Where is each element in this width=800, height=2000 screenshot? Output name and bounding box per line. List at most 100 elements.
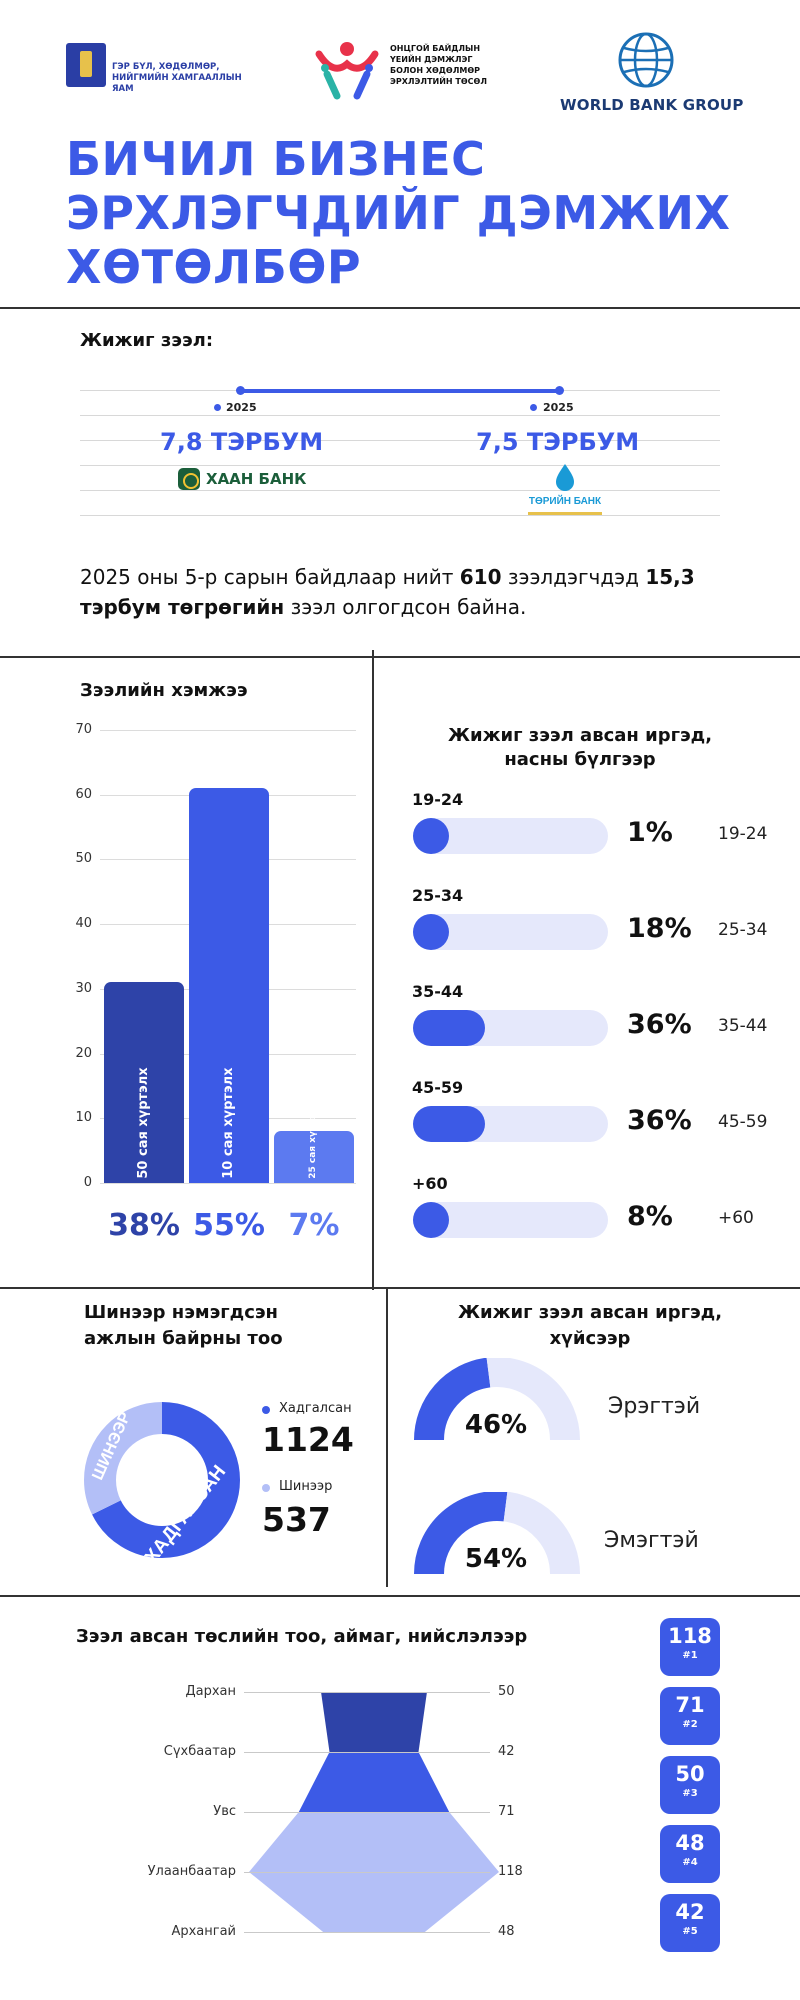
age-group-tag: +60	[412, 1174, 448, 1193]
year-label: 2025	[226, 401, 257, 414]
funnel-value-label: 42	[498, 1744, 515, 1759]
funnel-segment	[298, 1752, 450, 1812]
funnel-tick	[244, 1932, 490, 1933]
age-progress-track	[413, 1010, 608, 1046]
world-bank-name: WORLD BANK GROUP	[560, 96, 744, 114]
rank-position: #4	[682, 1857, 698, 1868]
y-tick-label: 40	[75, 916, 92, 932]
bar-percent-label: 55%	[193, 1208, 265, 1243]
fund-name: ОНЦГОЙ БАЙДЛЫН ҮЕИЙН ДЭМЖЛЭГ БОЛОН ХӨДӨЛ…	[390, 44, 487, 86]
ministry-name: ГЭР БҮЛ, ХӨДӨЛМӨР, НИЙГМИЙН ХАМГААЛЛЫН Я…	[112, 62, 242, 94]
age-progress-fill	[413, 1106, 485, 1142]
gender-gauge	[414, 1492, 580, 1575]
gauge-fill	[414, 1358, 491, 1441]
age-progress-track	[413, 1202, 608, 1238]
divider	[0, 307, 800, 309]
gender-percent: 46%	[464, 1410, 528, 1440]
gridline	[80, 440, 720, 441]
y-gridline	[100, 730, 356, 731]
new-jobs-count: 537	[262, 1500, 331, 1539]
timeline-node	[236, 386, 245, 395]
gender-percent: 54%	[464, 1544, 528, 1574]
bar	[104, 982, 184, 1183]
funnel-value-label: 71	[498, 1804, 515, 1819]
age-percent: 36%	[627, 1009, 692, 1040]
age-group-tag: 35-44	[412, 982, 464, 1001]
gridline	[80, 515, 720, 516]
mongolia-emblem-logo	[66, 43, 106, 87]
gauge-track	[486, 1358, 580, 1441]
khan-bank-name: ХААН БАНК	[206, 470, 307, 488]
rank-position: #1	[682, 1650, 698, 1661]
age-group-tag: 19-24	[412, 790, 464, 809]
timeline-line	[240, 389, 560, 393]
age-progress-fill	[413, 1202, 449, 1238]
rank-value: 42	[675, 1900, 705, 1924]
age-title: Жижиг зээл авсан иргэд, насны бүлгээр	[447, 725, 713, 770]
gridline	[80, 490, 720, 491]
page-title: БИЧИЛ БИЗНЕС ЭРХЛЭГЧДИЙГ ДЭМЖИХ ХӨТӨЛБӨР	[66, 132, 766, 294]
rank-badge: 42 #5	[660, 1894, 720, 1952]
rank-value: 50	[675, 1762, 705, 1786]
legend-kept-label: Хадгалсан	[279, 1401, 352, 1416]
timeline-node	[555, 386, 564, 395]
title-line-1: БИЧИЛ БИЗНЕС	[66, 132, 486, 186]
title-line-3: ХӨТӨЛБӨР	[66, 240, 362, 294]
age-progress-fill	[413, 914, 449, 950]
rank-badge: 118 #1	[660, 1618, 720, 1676]
y-gridline	[100, 1183, 356, 1184]
bar-percent-label: 7%	[288, 1208, 340, 1243]
y-tick-label: 0	[83, 1175, 92, 1190]
funnel-category-label: Архангай	[171, 1924, 236, 1939]
jobs-title: Шинээр нэмэгдсэн ажлын байрны тоо	[84, 1302, 283, 1349]
gender-title: Жижиг зээл авсан иргэд, хүйсээр	[457, 1302, 723, 1349]
funnel-category-label: Увс	[213, 1804, 236, 1819]
bar	[274, 1131, 354, 1183]
rank-position: #2	[682, 1719, 698, 1730]
age-percent: 36%	[627, 1105, 692, 1136]
gender-gauge	[414, 1358, 580, 1441]
gender-chart: 46% Эрэгтэй 54% Эмэгтэй	[414, 1358, 700, 1575]
year-bullet	[530, 404, 537, 411]
rank-value: 48	[675, 1831, 705, 1855]
funnel-tick	[244, 1812, 490, 1813]
y-tick-label: 60	[75, 786, 92, 802]
y-tick-label: 10	[75, 1110, 92, 1126]
funnel-segment	[249, 1812, 499, 1872]
state-bank-logo: ТӨРИЙН БАНК	[528, 464, 602, 515]
summary-text: 2025 оны 5-р сарын байдлаар нийт	[80, 565, 460, 589]
funnel-tick	[244, 1752, 490, 1753]
funnel-category-label: Дархан	[185, 1684, 236, 1699]
rank-position: #3	[682, 1788, 698, 1799]
rank-badge: 48 #4	[660, 1825, 720, 1883]
age-percent: 8%	[627, 1201, 673, 1232]
age-group-side-label: 35-44	[718, 1016, 768, 1036]
age-group-side-label: 19-24	[718, 824, 768, 844]
age-percent: 1%	[627, 817, 673, 848]
khan-bank-logo	[178, 468, 200, 490]
age-progress-track	[413, 818, 608, 854]
rank-badge: 71 #2	[660, 1687, 720, 1745]
age-group-tag: 25-34	[412, 886, 464, 905]
state-bank-amount: 7,5 ТЭРБУМ	[476, 428, 640, 456]
province-title: Зээл авсан төслийн тоо, аймаг, нийслэлээ…	[76, 1626, 528, 1647]
divider	[0, 1595, 800, 1597]
rank-value: 118	[668, 1624, 712, 1648]
divider	[0, 656, 800, 658]
loan-size-chart: 0 10 20 30 40 50 60 70 50 сая хүртэлх 38% 10 сая х…	[0, 0, 372, 1280]
summary-total: 15,3 тэрбум төгрөгийн	[80, 565, 695, 619]
fund-logo-icon	[315, 42, 379, 100]
kept-jobs-count: 1124	[262, 1420, 354, 1459]
vertical-divider	[372, 650, 374, 1290]
legend-swatch-new	[262, 1484, 270, 1492]
funnel-category-label: Улаанбаатар	[147, 1864, 236, 1879]
divider	[0, 1287, 800, 1289]
gauge-track	[503, 1492, 580, 1575]
year-label: 2025	[543, 401, 574, 414]
donut-slice	[84, 1402, 240, 1558]
bar	[189, 788, 269, 1183]
rank-position: #5	[682, 1926, 698, 1937]
age-progress-track	[413, 914, 608, 950]
